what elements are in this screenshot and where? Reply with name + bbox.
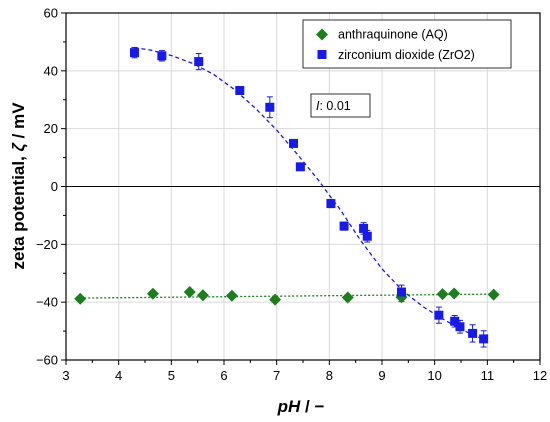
point-zirconium-dioxide-zro2	[129, 48, 139, 58]
legend-box	[302, 19, 512, 69]
x-tick-label: 11	[481, 368, 495, 383]
legend-label-zirconium-dioxide: zirconium dioxide (ZrO2)	[338, 48, 475, 62]
annotation-text: I: 0.01	[316, 99, 351, 113]
x-axis-title: pH / −	[277, 397, 325, 416]
point-zirconium-dioxide-zro2	[359, 223, 369, 233]
y-tick-label: 60	[44, 6, 58, 21]
fit-curve-zirconium-dioxide-zro2	[134, 47, 488, 342]
x-tick-label: 6	[220, 368, 227, 383]
y-tick-label: 0	[51, 179, 58, 194]
legend-marker-anthraquinone	[316, 28, 328, 41]
x-tick-label: 9	[378, 368, 385, 383]
point-anthraquinone-aq	[341, 291, 354, 304]
y-axis-title-rest: / mV	[9, 102, 28, 143]
point-zirconium-dioxide-zro2	[235, 85, 245, 95]
point-zirconium-dioxide-zro2	[194, 57, 204, 67]
annotation-rest: : 0.01	[319, 99, 350, 113]
point-zirconium-dioxide-zro2	[455, 322, 465, 332]
x-tick-label: 4	[115, 368, 122, 383]
x-tick-label: 3	[62, 368, 69, 383]
annotation-italic: I	[316, 99, 320, 113]
point-zirconium-dioxide-zro2	[339, 221, 349, 231]
data-points	[74, 48, 500, 344]
x-axis-title-main: pH	[277, 397, 301, 416]
y-tick-label: −60	[36, 353, 58, 368]
point-zirconium-dioxide-zro2	[157, 51, 167, 61]
point-anthraquinone-aq	[436, 288, 449, 301]
fit-curve-anthraquinone-aq	[80, 293, 494, 299]
legend-label-anthraquinone: anthraquinone (AQ)	[338, 28, 448, 42]
point-zirconium-dioxide-zro2	[450, 316, 460, 326]
point-anthraquinone-aq	[146, 287, 159, 300]
x-tick-label: 12	[533, 368, 547, 383]
point-zirconium-dioxide-zro2	[434, 310, 444, 320]
x-tick-label: 10	[427, 368, 441, 383]
point-zirconium-dioxide-zro2	[362, 231, 372, 241]
y-tick-label: −40	[36, 295, 58, 310]
y-axis-title-symbol: ζ	[9, 141, 28, 151]
point-anthraquinone-aq	[196, 289, 209, 302]
axis-ticks	[61, 12, 541, 365]
y-axis-title-main: zeta potential,	[9, 151, 28, 269]
point-anthraquinone-aq	[183, 286, 196, 299]
point-anthraquinone-aq	[269, 293, 282, 306]
annotation-box	[310, 93, 371, 118]
y-axis-title: zeta potential, ζ / mV	[9, 102, 28, 270]
point-zirconium-dioxide-zro2	[295, 162, 305, 172]
x-tick-label: 5	[168, 368, 175, 383]
y-tick-label: 40	[44, 63, 58, 78]
legend: anthraquinone (AQ) zirconium dioxide (Zr…	[302, 19, 512, 69]
point-anthraquinone-aq	[448, 287, 461, 300]
legend-marker-zirconium-dioxide	[317, 50, 327, 59]
point-zirconium-dioxide-zro2	[289, 138, 299, 148]
x-tick-label: 7	[273, 368, 280, 383]
x-tick-label: 8	[326, 368, 333, 383]
point-anthraquinone-aq	[225, 289, 238, 302]
tick-labels: 3 4 5 6 7 8 9 10 11 12 −60 −40 −20 0 20 40 60	[36, 6, 547, 384]
ionic-strength-annotation: I: 0.01	[310, 93, 371, 118]
point-zirconium-dioxide-zro2	[396, 287, 406, 297]
point-zirconium-dioxide-zro2	[468, 328, 478, 338]
point-anthraquinone-aq	[74, 292, 87, 305]
point-anthraquinone-aq	[487, 288, 500, 301]
point-zirconium-dioxide-zro2	[326, 199, 336, 209]
fit-curves	[80, 47, 494, 342]
y-tick-label: −20	[36, 237, 58, 252]
y-tick-label: 20	[44, 121, 58, 136]
x-axis-title-rest: / −	[300, 397, 324, 416]
point-zirconium-dioxide-zro2	[479, 334, 489, 344]
point-zirconium-dioxide-zro2	[265, 102, 275, 112]
